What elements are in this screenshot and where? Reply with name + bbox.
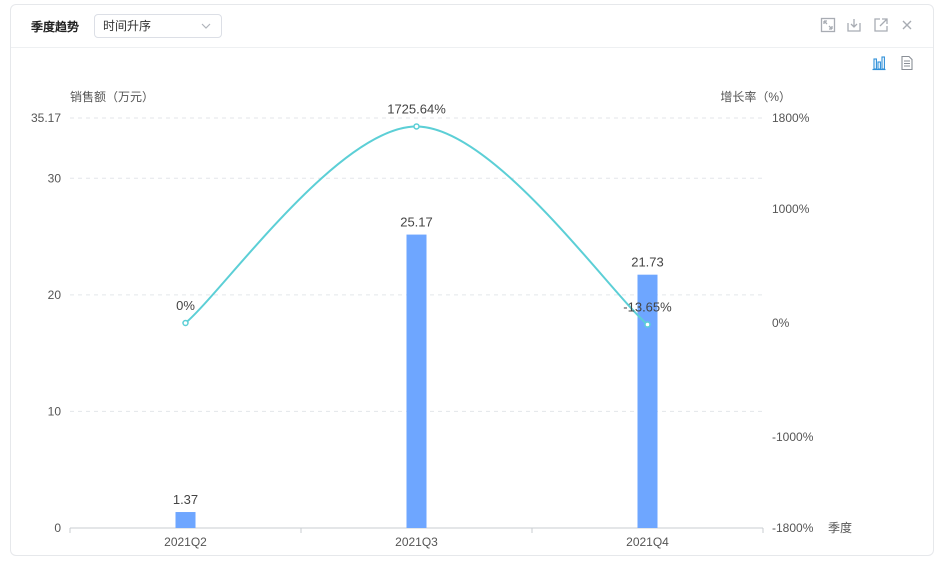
panel-title: 季度趋势 [31,20,80,34]
bar-chart-icon[interactable] [871,55,887,71]
x-tick-label: 2021Q4 [626,535,669,549]
y2-axis-title: 增长率（%） [720,89,791,104]
line-point [644,321,651,328]
bar-value-label: 21.73 [631,255,664,270]
y-tick-label: 35.17 [31,111,61,125]
line-value-label: 0% [176,298,195,313]
bar-value-label: 25.17 [400,215,433,230]
bar [175,512,196,528]
line-point [413,123,420,130]
header-actions [814,17,915,35]
y-tick-label: 0 [54,521,61,535]
sort-select-value: 时间升序 [103,19,152,33]
bar [406,234,427,528]
bar [637,274,658,528]
chevron-down-icon [201,23,211,29]
sort-select[interactable]: 时间升序 [94,14,222,38]
open-external-icon[interactable] [873,17,889,33]
y2-tick-label: -1000% [772,430,814,444]
y-tick-label: 20 [48,288,62,302]
chart-toolbar [863,55,915,73]
y-axis-title: 销售额（万元） [70,89,154,104]
y-tick-label: 30 [48,171,62,185]
y2-tick-label: 0% [772,316,790,330]
x-tick-label: 2021Q3 [395,535,438,549]
line-point [182,319,189,327]
close-icon[interactable] [899,17,915,33]
x-tick-label: 2021Q2 [164,535,207,549]
y2-tick-label: 1000% [772,202,810,216]
line-value-label: 1725.64% [387,101,446,116]
chart-panel: 季度趋势 时间升序 [10,4,934,556]
y-tick-label: 10 [48,404,62,418]
download-icon[interactable] [846,17,862,33]
document-icon[interactable] [899,55,915,71]
expand-icon[interactable] [820,17,836,33]
line-value-label: -13.65% [623,300,672,315]
panel-header: 季度趋势 时间升序 [11,5,933,48]
y2-tick-label: -1800% [772,521,814,535]
bar-value-label: 1.37 [173,492,198,507]
x-axis-title: 季度 [828,520,852,535]
y2-tick-label: 1800% [772,111,810,125]
